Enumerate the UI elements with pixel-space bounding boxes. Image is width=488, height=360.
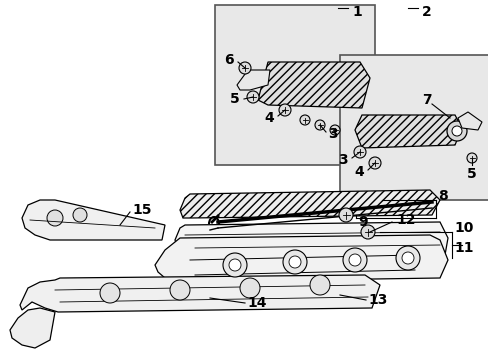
Circle shape (446, 121, 466, 141)
Circle shape (47, 210, 63, 226)
Circle shape (73, 208, 87, 222)
Polygon shape (180, 190, 439, 218)
Text: 10: 10 (453, 221, 472, 235)
Circle shape (314, 120, 325, 130)
Text: 4: 4 (264, 111, 273, 125)
Circle shape (288, 256, 301, 268)
Polygon shape (22, 200, 164, 240)
Bar (215, 5, 374, 165)
Circle shape (100, 283, 120, 303)
Text: 15: 15 (132, 203, 151, 217)
Polygon shape (258, 62, 369, 108)
Circle shape (353, 146, 365, 158)
Circle shape (451, 126, 461, 136)
Text: 11: 11 (453, 241, 472, 255)
Polygon shape (354, 115, 461, 148)
Polygon shape (10, 308, 55, 348)
Circle shape (338, 208, 352, 222)
Text: 13: 13 (367, 293, 386, 307)
Circle shape (246, 91, 259, 103)
Circle shape (240, 278, 260, 298)
Circle shape (329, 125, 339, 135)
Polygon shape (237, 70, 269, 90)
Polygon shape (457, 112, 481, 130)
Text: 6: 6 (224, 53, 234, 67)
Circle shape (401, 252, 413, 264)
Text: 5: 5 (230, 92, 240, 106)
Circle shape (283, 250, 306, 274)
Text: 8: 8 (437, 189, 447, 203)
Circle shape (279, 104, 290, 116)
Circle shape (348, 254, 360, 266)
Text: 14: 14 (246, 296, 266, 310)
Circle shape (170, 280, 190, 300)
Text: 9: 9 (357, 215, 367, 229)
Text: 7: 7 (421, 93, 431, 107)
Circle shape (309, 275, 329, 295)
Polygon shape (155, 235, 447, 282)
Text: 3: 3 (327, 127, 337, 141)
Circle shape (342, 248, 366, 272)
Polygon shape (20, 275, 379, 312)
Circle shape (239, 62, 250, 74)
Text: 2: 2 (421, 5, 431, 19)
Text: 3: 3 (338, 153, 347, 167)
Text: 12: 12 (395, 213, 415, 227)
Text: 4: 4 (353, 165, 363, 179)
Circle shape (466, 153, 476, 163)
Circle shape (360, 225, 374, 239)
Circle shape (228, 259, 241, 271)
Circle shape (299, 115, 309, 125)
Text: 5: 5 (466, 167, 476, 181)
Circle shape (395, 246, 419, 270)
Bar (339, 55, 488, 200)
Circle shape (368, 157, 380, 169)
Circle shape (223, 253, 246, 277)
Polygon shape (175, 222, 447, 258)
Text: 1: 1 (351, 5, 361, 19)
